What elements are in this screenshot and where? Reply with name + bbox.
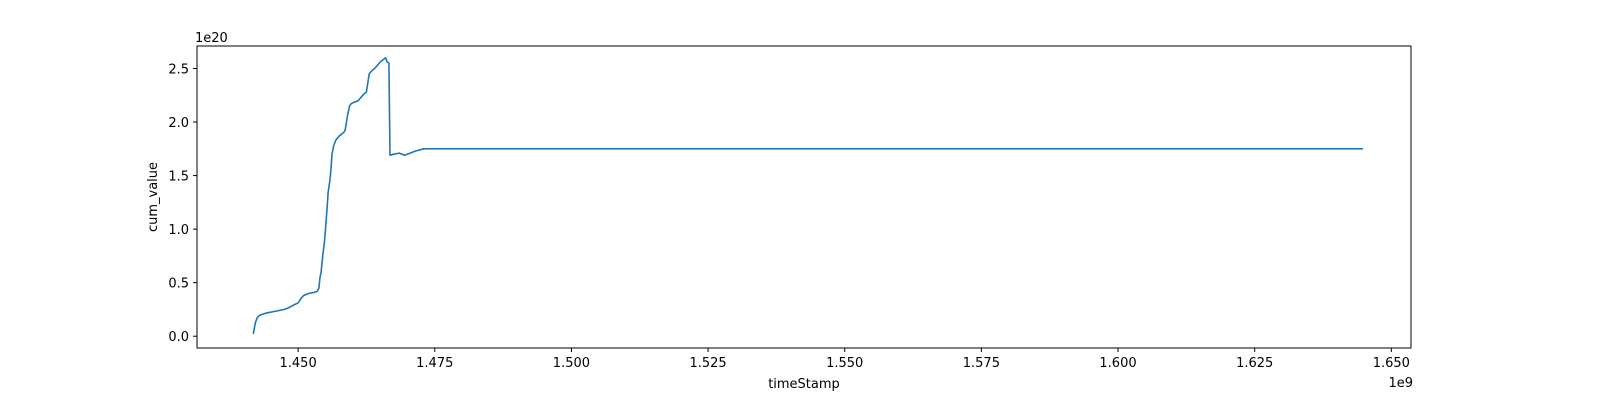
y-offset-label: 1e20 bbox=[195, 31, 228, 46]
plot-frame bbox=[196, 45, 1412, 349]
x-tick-label: 1.475 bbox=[416, 356, 453, 371]
y-tick-label: 2.0 bbox=[168, 116, 189, 131]
y-axis: 0.0 0.5 1.0 1.5 2.0 2.5 bbox=[168, 62, 197, 345]
x-tick-label: 1.650 bbox=[1373, 356, 1410, 371]
y-tick-label: 1.5 bbox=[168, 170, 189, 185]
x-tick-label: 1.550 bbox=[826, 356, 863, 371]
y-tick-label: 0.5 bbox=[168, 277, 189, 292]
series-line-0 bbox=[252, 56, 1363, 335]
x-tick-label: 1.500 bbox=[553, 356, 590, 371]
x-tick-label: 1.625 bbox=[1236, 356, 1273, 371]
x-tick-label: 1.525 bbox=[689, 356, 726, 371]
series-layer bbox=[252, 56, 1363, 335]
y-tick-label: 2.5 bbox=[168, 62, 189, 77]
x-tick-label: 1.600 bbox=[1099, 356, 1136, 371]
y-tick-label: 1.0 bbox=[168, 223, 189, 238]
x-tick-label: 1.575 bbox=[963, 356, 1000, 371]
x-axis-label: timeStamp bbox=[768, 377, 840, 392]
y-tick-label: 0.0 bbox=[168, 330, 189, 345]
x-offset-label: 1e9 bbox=[1388, 376, 1413, 391]
x-axis: 1.450 1.475 1.500 1.525 1.550 1.575 1.600 1.625… bbox=[280, 348, 1410, 371]
y-axis-label: cum_value bbox=[146, 162, 161, 232]
x-tick-label: 1.450 bbox=[280, 356, 317, 371]
